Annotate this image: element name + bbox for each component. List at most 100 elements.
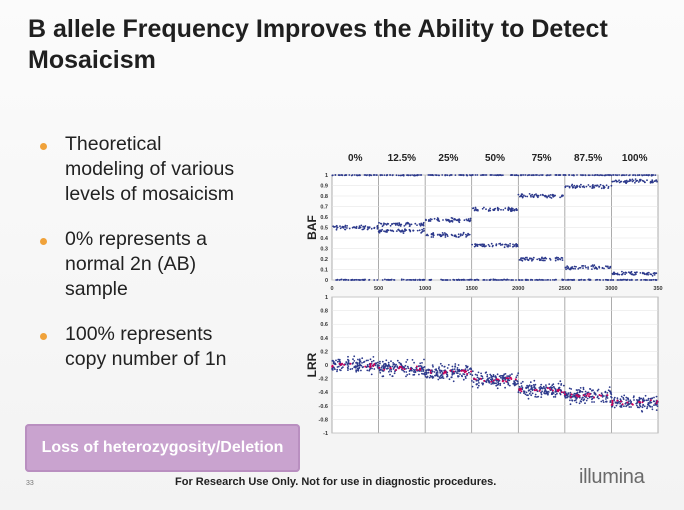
- baf-point: [368, 174, 371, 176]
- baf-point: [446, 235, 449, 237]
- baf-point: [522, 174, 525, 176]
- baf-point: [546, 174, 549, 176]
- lrr-point: [569, 403, 572, 406]
- baf-point: [538, 278, 541, 281]
- lrr-point: [560, 383, 563, 385]
- baf-point: [350, 279, 352, 281]
- baf-point: [606, 265, 608, 268]
- baf-point: [348, 227, 351, 230]
- lrr-point: [654, 403, 657, 406]
- baf-point: [549, 257, 551, 260]
- baf-point: [444, 234, 447, 237]
- lrr-point: [531, 388, 534, 391]
- lrr-point: [387, 361, 390, 364]
- baf-point: [413, 174, 416, 176]
- lrr-point: [414, 370, 417, 373]
- baf-point: [334, 174, 337, 176]
- lrr-point: [491, 375, 494, 378]
- lrr-point: [651, 406, 653, 408]
- baf-point: [524, 279, 527, 281]
- baf-point: [476, 243, 478, 246]
- baf-point: [592, 184, 594, 186]
- baf-point: [596, 268, 598, 270]
- baf-point: [501, 243, 503, 246]
- baf-point: [355, 278, 357, 281]
- baf-point: [381, 279, 384, 281]
- lrr-point: [569, 399, 571, 402]
- lrr-point: [347, 365, 350, 367]
- lrr-point: [478, 382, 480, 384]
- lrr-point: [446, 367, 449, 369]
- lrr-point: [413, 369, 416, 372]
- lrr-point: [562, 384, 565, 387]
- lrr-point: [338, 360, 341, 362]
- baf-point: [567, 266, 569, 268]
- baf-point: [484, 174, 487, 176]
- lrr-point: [356, 367, 359, 370]
- lrr-trend-point: [429, 369, 432, 372]
- lrr-point: [381, 360, 384, 363]
- lrr-point: [425, 373, 427, 376]
- baf-point: [474, 244, 477, 247]
- baf-point: [502, 209, 505, 211]
- baf-point: [553, 195, 556, 197]
- lrr-point: [492, 374, 495, 376]
- lrr-point: [358, 363, 361, 365]
- baf-point: [362, 279, 365, 281]
- baf-point: [432, 234, 435, 237]
- lrr-point: [433, 371, 436, 373]
- footer-text: For Research Use Only. Not for use in di…: [175, 476, 497, 488]
- lrr-point: [367, 365, 370, 368]
- lrr-point: [413, 373, 416, 376]
- lrr-point: [604, 390, 607, 393]
- baf-point: [476, 245, 479, 247]
- baf-point: [649, 180, 652, 183]
- lrr-point: [380, 366, 383, 369]
- baf-point: [344, 226, 347, 228]
- lrr-point: [579, 387, 582, 389]
- baf-point: [373, 227, 376, 230]
- baf-point: [435, 174, 438, 177]
- lrr-point: [443, 365, 446, 368]
- baf-point: [420, 231, 423, 233]
- lrr-trend-point: [466, 373, 469, 375]
- baf-point: [391, 174, 394, 177]
- baf-point: [643, 279, 645, 281]
- lrr-point: [485, 381, 488, 383]
- lrr-point: [342, 366, 344, 368]
- baf-point: [632, 179, 635, 182]
- baf-point: [414, 278, 417, 281]
- lrr-point: [653, 396, 655, 399]
- baf-point: [489, 209, 492, 212]
- baf-point: [558, 258, 561, 260]
- lrr-point: [488, 377, 491, 379]
- baf-point: [654, 174, 657, 176]
- baf-point: [601, 267, 604, 269]
- lrr-point: [378, 364, 380, 367]
- lrr-point: [413, 361, 415, 364]
- lrr-point: [333, 363, 336, 365]
- baf-point: [539, 258, 541, 261]
- lrr-point: [403, 366, 405, 368]
- baf-point: [515, 245, 518, 248]
- segment-label: 0%: [348, 153, 363, 164]
- lrr-point: [576, 391, 579, 394]
- baf-point: [546, 196, 548, 199]
- lrr-point: [636, 406, 639, 409]
- lrr-point: [503, 382, 505, 384]
- lrr-y-tick: 1: [325, 295, 328, 301]
- lrr-point: [602, 399, 604, 402]
- lrr-point: [490, 383, 493, 385]
- baf-point: [423, 279, 426, 281]
- baf-y-tick: 0.9: [320, 184, 328, 190]
- baf-point: [549, 196, 551, 199]
- baf-point: [453, 218, 456, 220]
- baf-point: [634, 181, 636, 184]
- baf-point: [528, 174, 531, 176]
- baf-point: [543, 279, 545, 281]
- baf-point: [639, 272, 642, 274]
- baf-point: [355, 225, 358, 228]
- lrr-point: [572, 394, 575, 396]
- lrr-trend-point: [383, 368, 386, 371]
- lrr-point: [513, 383, 516, 386]
